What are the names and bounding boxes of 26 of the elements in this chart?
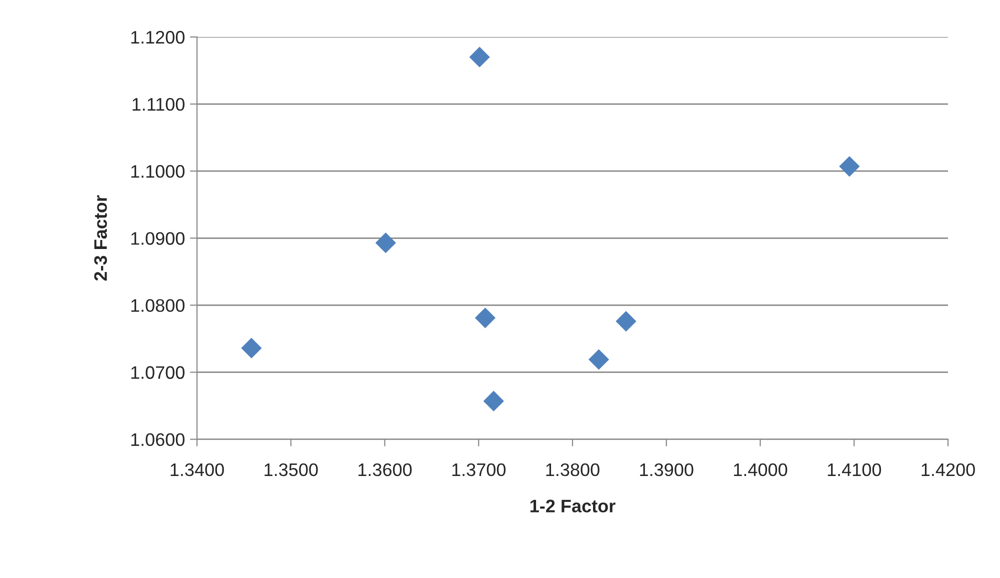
point xyxy=(241,338,262,358)
x-tick-label: 1.4100 xyxy=(828,463,882,476)
x-tick-label: 1.3500 xyxy=(264,463,318,476)
x-tick-label: 1.3900 xyxy=(640,463,694,476)
point xyxy=(375,232,396,254)
point xyxy=(483,390,504,412)
point xyxy=(839,156,860,177)
x-tick-label: 1.3600 xyxy=(358,463,412,476)
y-tick-label: 1.1200 xyxy=(131,30,184,44)
point xyxy=(616,310,636,332)
point xyxy=(474,308,496,328)
x-tick-label: 1.4000 xyxy=(734,463,788,476)
y-tick-label: 1.0800 xyxy=(131,299,184,312)
x-tick-label: 1.3800 xyxy=(546,463,600,476)
x-tick-label: 1.3700 xyxy=(452,463,506,476)
y-tick-label: 1.1000 xyxy=(131,165,184,178)
y-tick-label: 1.1100 xyxy=(132,98,184,111)
y-tick-label: 1.0700 xyxy=(131,366,184,379)
y-tick-label: 1.0600 xyxy=(131,433,184,446)
x-tick-label: 1.4200 xyxy=(922,463,975,476)
x-tick-label: 1.3400 xyxy=(170,463,224,476)
y-tick-label: 1.0900 xyxy=(131,232,184,245)
x-axis-title: 1-2 Factor xyxy=(530,500,616,512)
point xyxy=(469,46,490,68)
y-axis-title: 2-3 Factor xyxy=(94,195,107,281)
point xyxy=(588,349,610,370)
